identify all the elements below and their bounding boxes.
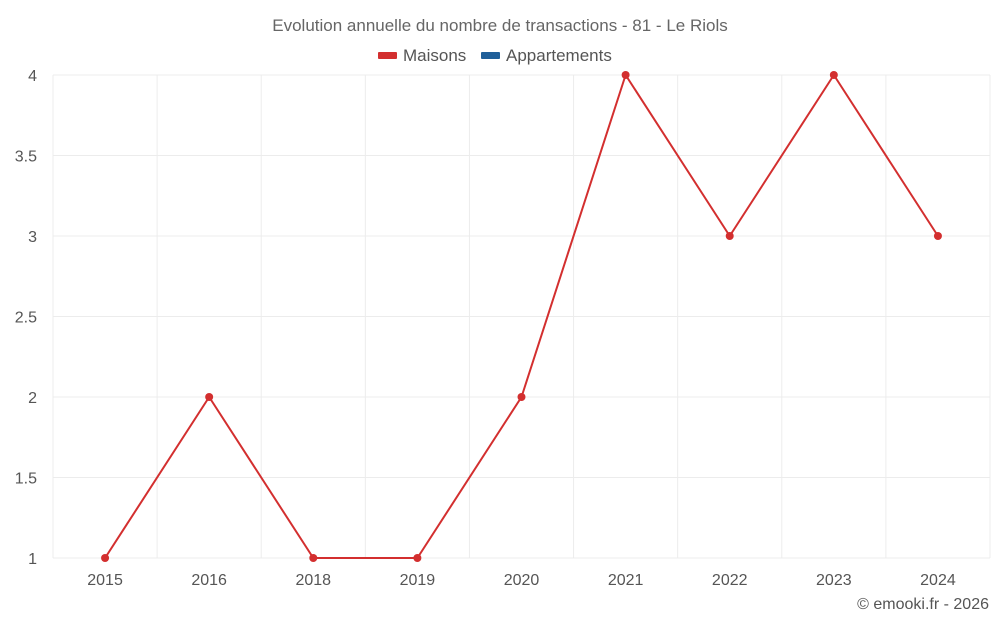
y-tick-label: 4	[28, 68, 37, 85]
credit-text: © emooki.fr - 2026	[857, 596, 989, 613]
legend-swatch-appartements	[481, 52, 500, 59]
legend: Maisons Appartements	[378, 46, 612, 65]
y-tick-label: 3	[28, 229, 37, 246]
data-point-maisons[interactable]	[413, 554, 422, 562]
y-tick-label: 2	[28, 390, 37, 407]
data-point-maisons[interactable]	[205, 393, 214, 401]
legend-label-maisons: Maisons	[403, 46, 466, 65]
y-tick-label: 2.5	[15, 310, 37, 327]
legend-label-appartements: Appartements	[506, 46, 612, 65]
x-tick-label: 2019	[400, 572, 436, 589]
data-point-maisons[interactable]	[101, 554, 110, 562]
x-axis: 2015 2016 2018 2019 2020 2021 2022 2023 2024	[87, 572, 956, 589]
data-point-maisons[interactable]	[517, 393, 526, 401]
y-tick-label: 1	[28, 551, 37, 568]
x-tick-label: 2021	[608, 572, 644, 589]
data-point-maisons[interactable]	[933, 232, 942, 240]
grid	[52, 74, 991, 559]
x-tick-label: 2024	[920, 572, 956, 589]
data-point-maisons[interactable]	[621, 71, 630, 79]
y-axis: 1 1.5 2 2.5 3 3.5 4	[15, 68, 37, 568]
x-tick-label: 2015	[87, 572, 123, 589]
x-tick-label: 2023	[816, 572, 852, 589]
chart-title: Evolution annuelle du nombre de transact…	[272, 16, 728, 35]
data-point-maisons[interactable]	[829, 71, 838, 79]
x-tick-label: 2016	[191, 572, 227, 589]
data-point-maisons[interactable]	[725, 232, 734, 240]
legend-item-appartements[interactable]: Appartements	[481, 46, 612, 65]
plot-area	[101, 71, 942, 562]
legend-item-maisons[interactable]: Maisons	[378, 46, 466, 65]
x-tick-label: 2022	[712, 572, 748, 589]
y-tick-label: 1.5	[15, 471, 37, 488]
data-point-maisons[interactable]	[309, 554, 318, 562]
x-tick-label: 2018	[295, 572, 331, 589]
y-tick-label: 3.5	[15, 149, 37, 166]
x-tick-label: 2020	[504, 572, 540, 589]
legend-swatch-maisons	[378, 52, 397, 59]
